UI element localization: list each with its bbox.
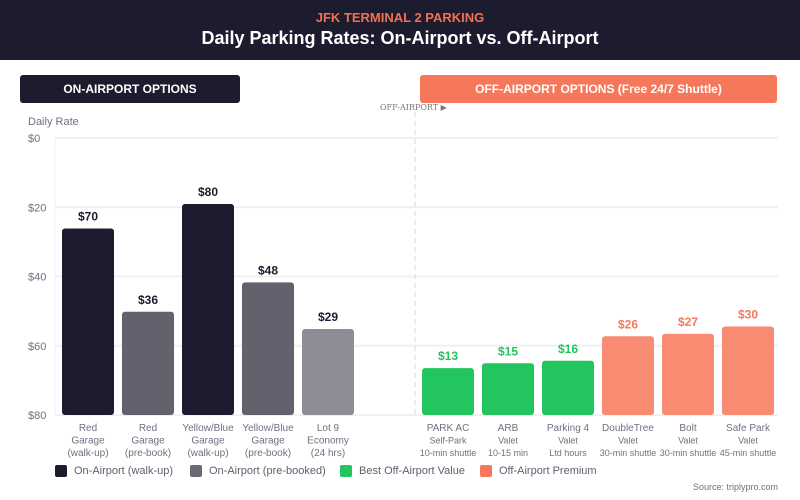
data-label: $80 [198,185,218,199]
bar [542,360,594,415]
x-tick-label: DoubleTree [602,423,654,434]
legend-item: Off-Airport Premium [480,465,597,477]
bar [662,333,714,415]
x-tick-label: Valet [738,436,758,446]
x-tick-label: 30-min shuttle [600,448,657,458]
header: JFK TERMINAL 2 PARKING Daily Parking Rat… [0,0,800,60]
legend-item: Best Off-Airport Value [340,465,465,477]
bar [182,204,234,415]
y-tick-label: $60 [28,341,46,353]
data-label: $48 [258,263,278,277]
x-tick-label: 45-min shuttle [720,448,777,458]
x-tick-label: Parking 4 [547,423,590,434]
data-label: $16 [558,342,578,356]
bar [242,282,294,415]
y-tick-label: $0 [28,133,40,145]
legend-label: Off-Airport Premium [499,465,597,477]
data-label: $29 [318,310,338,324]
bar [422,368,474,415]
supertitle: JFK TERMINAL 2 PARKING [315,10,485,25]
x-tick-label: ARB [498,423,519,434]
y-tick-label: $40 [28,272,46,284]
x-tick-label: Valet [498,436,518,446]
bar [602,336,654,415]
x-tick-label: Red [79,423,97,434]
y-axis-label: Daily Rate [28,116,79,128]
off-airport-banner: OFF-AIRPORT OPTIONS (Free 24/7 Shuttle) [420,75,777,103]
x-tick-label: Bolt [679,423,696,434]
data-label: $70 [78,210,98,224]
x-tick-label: Garage [191,436,225,447]
x-tick-label: Garage [71,436,105,447]
bar [482,363,534,415]
data-label: $30 [738,308,758,322]
bar [62,228,114,415]
x-tick-label: Ltd hours [549,448,587,458]
x-tick-label: Safe Park [726,423,771,434]
x-tick-label: PARK AC [427,423,470,434]
legend-swatch [480,465,492,477]
x-tick-label: Valet [558,436,578,446]
x-tick-label: 10-min shuttle [420,448,477,458]
legend-swatch [340,465,352,477]
x-tick-label: Valet [678,436,698,446]
x-tick-label: Garage [131,436,165,447]
x-tick-label: (24 hrs) [311,448,345,459]
bar [302,328,354,415]
legend-item: On-Airport (walk-up) [55,465,173,477]
data-label: $13 [438,349,458,363]
bar [122,311,174,415]
y-tick-label: $80 [28,410,46,422]
legend-label: On-Airport (pre-booked) [209,465,326,477]
data-label: $26 [618,317,638,331]
x-tick-label: (walk-up) [187,448,228,459]
on-airport-banner: ON-AIRPORT OPTIONS [20,75,240,103]
legend-swatch [190,465,202,477]
legend-item: On-Airport (pre-booked) [190,465,326,477]
x-tick-label: (pre-book) [125,448,171,459]
x-tick-label: Garage [251,436,285,447]
x-tick-label: (walk-up) [67,448,108,459]
legend-swatch [55,465,67,477]
x-tick-label: (pre-book) [245,448,291,459]
data-label: $36 [138,293,158,307]
x-tick-label: Self-Park [429,436,467,446]
x-tick-label: 30-min shuttle [660,448,717,458]
x-tick-label: Red [139,423,157,434]
x-tick-label: 10-15 min [488,448,528,458]
bar [722,326,774,415]
chart-title: Daily Parking Rates: On-Airport vs. Off-… [201,28,599,48]
y-tick-label: $20 [28,202,46,214]
x-tick-label: Yellow/Blue [242,423,294,434]
x-tick-label: Yellow/Blue [182,423,234,434]
source-note: Source: triplypro.com [692,482,778,492]
x-tick-label: Lot 9 [317,423,340,434]
legend-label: Best Off-Airport Value [359,465,465,477]
x-tick-label: Valet [618,436,638,446]
data-label: $27 [678,315,698,329]
x-tick-label: Economy [307,436,349,447]
legend-label: On-Airport (walk-up) [74,465,174,477]
divider-label: OFF-AIRPORT ▶ [380,103,447,112]
data-label: $15 [498,344,518,358]
